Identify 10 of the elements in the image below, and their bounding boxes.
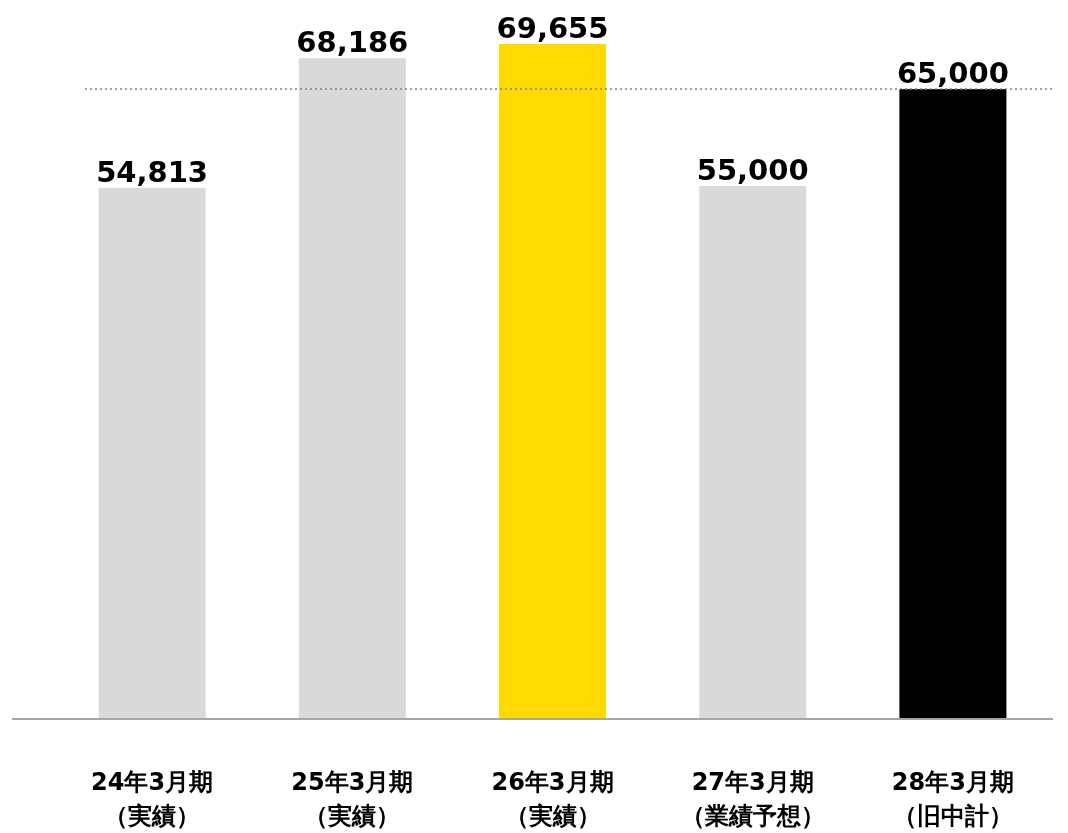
data-label: 65,000 — [896, 56, 1009, 91]
x-tick-label: 28年3月期（旧中計） — [891, 768, 1014, 830]
data-label: 69,655 — [496, 11, 609, 45]
data-label: 68,186 — [296, 25, 409, 60]
data-label: 54,813 — [96, 154, 209, 189]
x-tick-label: 25年3月期（実績） — [291, 768, 414, 830]
x-tick-label: 26年3月期（実績） — [491, 768, 614, 830]
data-label: 55,000 — [696, 153, 809, 188]
x-tick-label: 27年3月期（業績予想） — [680, 768, 825, 830]
x-tick-label: 24年3月期（実績） — [91, 768, 214, 830]
